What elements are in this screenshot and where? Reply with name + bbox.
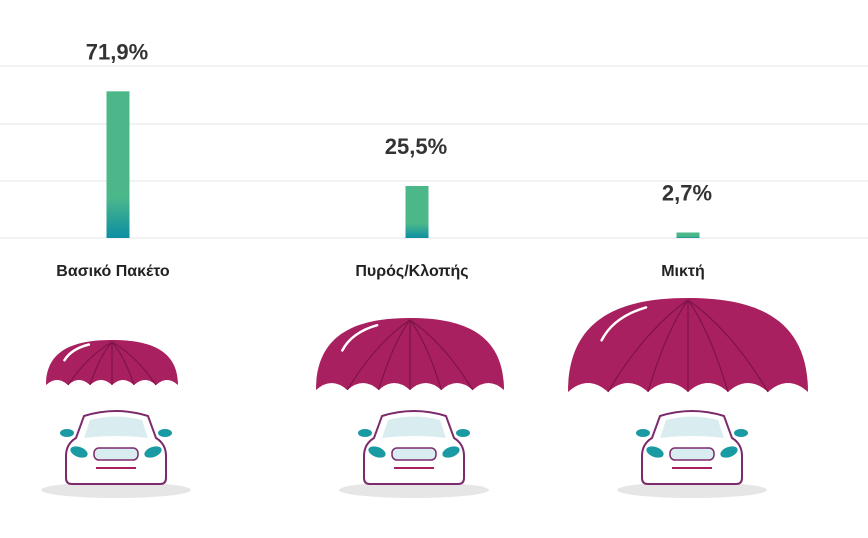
- umbrella-rib: [647, 299, 689, 393]
- data-label: 71,9%: [86, 39, 148, 64]
- mirror: [734, 429, 748, 437]
- gridlines: [0, 65, 868, 239]
- mirror: [158, 429, 172, 437]
- car-shadow: [41, 482, 191, 498]
- mirror: [358, 429, 372, 437]
- bar: [405, 185, 429, 238]
- umbrella-rib: [111, 341, 157, 386]
- umbrella-rib: [687, 299, 729, 393]
- umbrella-car-icon: [41, 340, 191, 498]
- umbrella-rib: [687, 299, 769, 393]
- umbrella-rib: [89, 341, 113, 386]
- umbrella-highlight: [341, 323, 379, 352]
- data-label: 25,5%: [385, 134, 447, 159]
- value-labels: 71,9% 25,5% 2,7%: [86, 39, 712, 205]
- umbrella-highlight: [600, 306, 648, 342]
- headlight: [144, 446, 162, 458]
- data-label: 2,7%: [662, 180, 712, 205]
- umbrella-rib: [607, 299, 689, 393]
- mirror: [636, 429, 650, 437]
- headlight: [646, 446, 664, 458]
- car-shadow: [617, 482, 767, 498]
- umbrella-rib: [346, 319, 411, 391]
- umbrella-car-icon: [316, 318, 504, 498]
- car-shadow: [339, 482, 489, 498]
- category-labels: Βασικό Πακέτο Πυρός/Κλοπής Μικτή: [56, 263, 705, 280]
- umbrella-rib: [409, 319, 442, 391]
- bar: [676, 232, 700, 238]
- illustrations: [41, 298, 808, 498]
- category-label: Βασικό Πακέτο: [56, 263, 170, 280]
- grille: [391, 447, 437, 461]
- mirror: [456, 429, 470, 437]
- bar: [106, 91, 130, 238]
- windshield: [84, 416, 148, 438]
- umbrella-car-icon: [568, 298, 808, 498]
- umbrella-rib: [111, 341, 135, 386]
- headlight: [368, 446, 386, 458]
- umbrella-rib: [378, 319, 411, 391]
- headlight: [442, 446, 460, 458]
- umbrella-highlight: [63, 343, 91, 362]
- mirror: [60, 429, 74, 437]
- headlight: [70, 446, 88, 458]
- headlight: [720, 446, 738, 458]
- windshield: [382, 416, 446, 438]
- windshield: [660, 416, 724, 438]
- grille: [669, 447, 715, 461]
- umbrella-rib: [67, 341, 113, 386]
- grille: [93, 447, 139, 461]
- category-label: Πυρός/Κλοπής: [355, 263, 468, 280]
- category-label: Μικτή: [661, 263, 705, 280]
- umbrella-rib: [409, 319, 474, 391]
- bars: [106, 91, 700, 238]
